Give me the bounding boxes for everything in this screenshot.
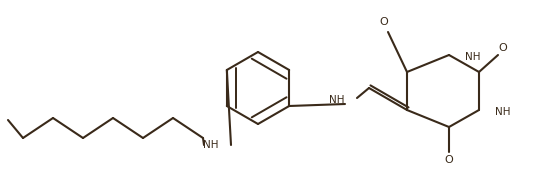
Text: NH: NH <box>495 107 510 117</box>
Text: O: O <box>499 43 507 53</box>
Text: NH: NH <box>203 140 218 150</box>
Text: NH: NH <box>465 52 480 62</box>
Text: NH: NH <box>328 95 344 105</box>
Text: O: O <box>445 155 453 165</box>
Text: O: O <box>380 17 388 27</box>
